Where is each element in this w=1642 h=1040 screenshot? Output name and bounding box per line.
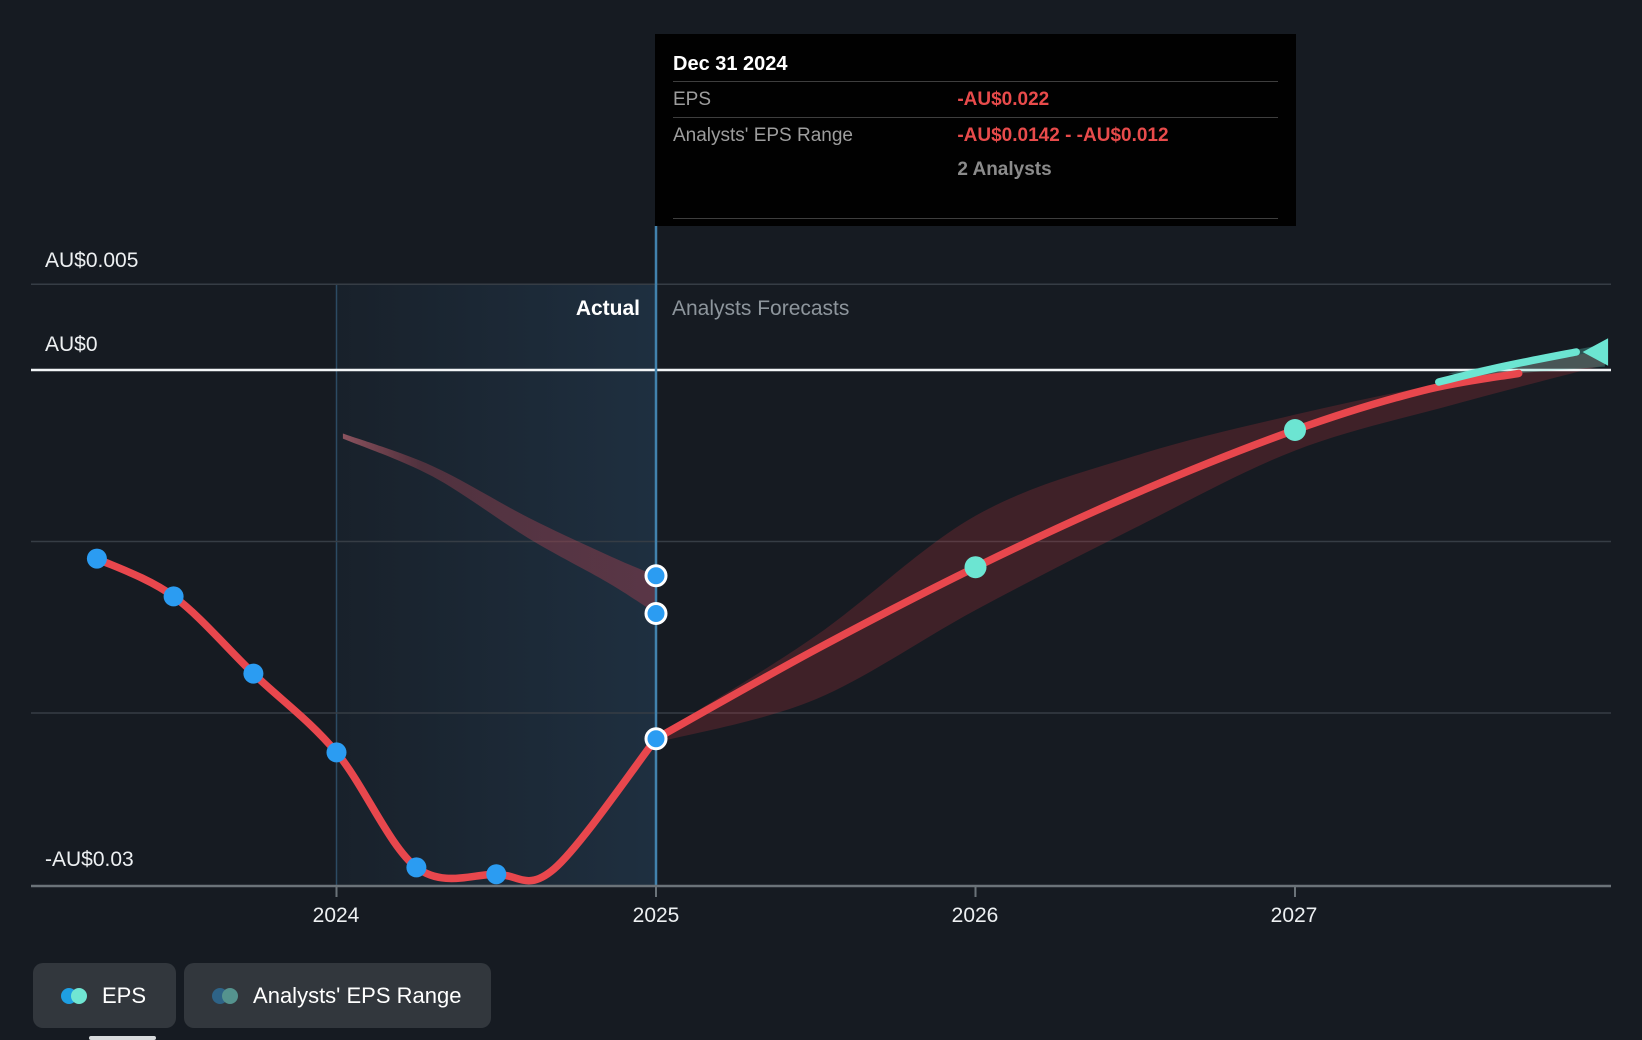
tooltip-row-eps: EPS -AU$0.022 (673, 82, 1278, 117)
forecast-eps-point[interactable] (964, 556, 987, 579)
tooltip-divider (673, 81, 1278, 82)
actual-period-highlight (336, 284, 656, 886)
range-teal-dot-icon (222, 987, 239, 1004)
actual-eps-point[interactable] (486, 864, 507, 885)
forecast-phase-label: Analysts Forecasts (672, 297, 850, 320)
actual-phase-label: Actual (575, 297, 640, 320)
actual-eps-point[interactable] (163, 586, 184, 607)
tooltip-eps-label: EPS (673, 88, 712, 110)
tooltip-divider (673, 117, 1278, 118)
tooltip-analyst-count: 2 Analysts (957, 159, 1052, 180)
x-axis-tick-label-2024: 2024 (312, 904, 360, 927)
tooltip-range-value: -AU$0.0142 - -AU$0.012 (957, 124, 1169, 146)
eps-teal-dot-icon (71, 987, 87, 1004)
actual-eps-point[interactable] (243, 663, 264, 684)
bottom-partial-element (89, 1036, 156, 1040)
chart-legend: EPS Analysts' EPS Range (33, 963, 492, 1028)
profit-eps-line (1435, 348, 1580, 386)
y-axis-label-bottom: -AU$0.03 (45, 848, 134, 871)
tooltip-row-eps-range: Analysts' EPS Range -AU$0.0142 - -AU$0.0… (673, 118, 1278, 153)
x-axis-tick-label-2026: 2026 (951, 904, 999, 927)
y-axis-label-zero: AU$0 (45, 333, 98, 356)
actual-eps-point[interactable] (86, 548, 107, 569)
tooltip-divider (673, 218, 1278, 219)
legend-item-eps[interactable]: EPS (33, 963, 177, 1028)
forecast-eps-line (652, 369, 1523, 743)
y-axis-label-top: AU$0.005 (45, 249, 139, 272)
forecast-analyst-range-band (665, 349, 1605, 741)
x-axis-tick-label-2027: 2027 (1270, 904, 1318, 927)
tooltip-eps-value: -AU$0.022 (957, 88, 1050, 110)
tooltip-range-label: Analysts' EPS Range (673, 124, 853, 146)
tooltip-date-title: Dec 31 2024 (673, 52, 788, 75)
legend-eps-label: EPS (102, 982, 147, 1008)
legend-range-label: Analysts' EPS Range (253, 982, 462, 1008)
eps-legend-icon (61, 987, 87, 1004)
trend-arrow-icon (1582, 338, 1609, 366)
x-axis-tick-label-2025: 2025 (632, 904, 680, 927)
forecast-eps-point[interactable] (1284, 419, 1306, 441)
hover-tooltip: Dec 31 2024 EPS -AU$0.022 Analysts' EPS … (655, 34, 1296, 226)
actual-eps-line (93, 554, 660, 885)
range-legend-icon (212, 987, 239, 1004)
hovered-eps-point[interactable] (644, 564, 668, 588)
legend-item-analysts-eps-range[interactable]: Analysts' EPS Range (184, 963, 492, 1028)
actual-eps-point[interactable] (406, 857, 427, 878)
hovered-eps-point[interactable] (644, 727, 668, 751)
actual-eps-point[interactable] (326, 742, 347, 763)
hovered-eps-point[interactable] (644, 602, 668, 625)
